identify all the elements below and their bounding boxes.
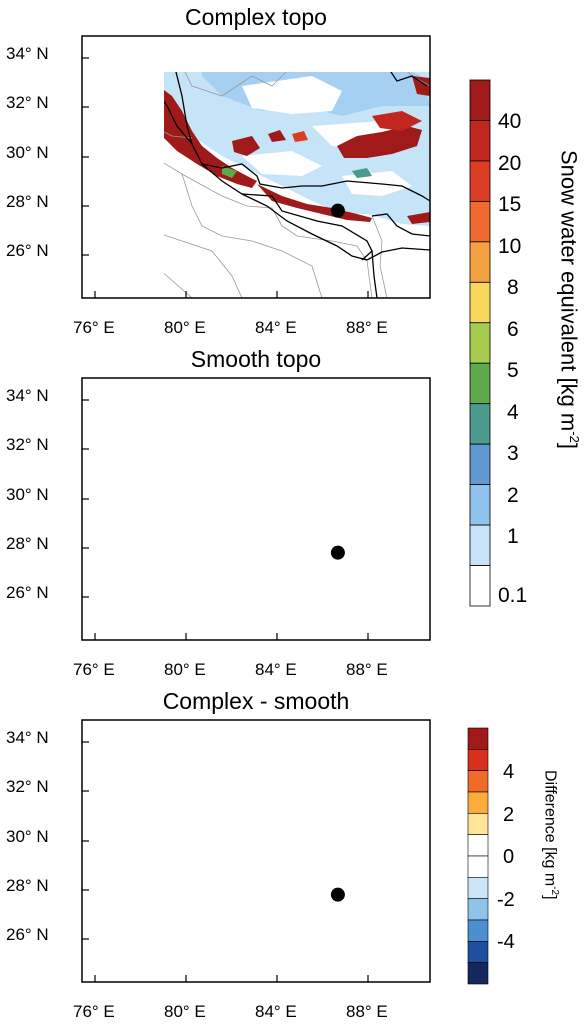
swe-colorbar-label: 3 [507, 442, 519, 465]
lon-label: 84° E [255, 660, 297, 679]
panel-complex-topo [81, 35, 431, 299]
panel-title: Complex topo [185, 4, 327, 30]
lat-label: 32° N [6, 93, 49, 112]
difference-colorbar-swatch [467, 770, 489, 793]
swe-colorbar-label: 40 [498, 110, 522, 133]
difference-colorbar-label: 4 [503, 761, 515, 783]
panel-difference [81, 719, 431, 983]
swe-colorbar-swatch [469, 322, 491, 364]
lat-label: 30° N [6, 143, 49, 162]
lon-label: 84° E [255, 318, 297, 337]
difference-colorbar-label: 0 [503, 846, 515, 868]
map-frame [81, 377, 431, 641]
difference-colorbar-swatch [467, 834, 489, 857]
swe-colorbar-label: 4 [507, 401, 519, 424]
lon-label: 88° E [346, 318, 388, 337]
lat-label: 28° N [6, 876, 49, 895]
swe-colorbar-swatch [469, 443, 491, 486]
swe-colorbar-label: 0.1 [498, 584, 528, 607]
difference-colorbar-label: -2 [497, 889, 515, 911]
lat-label: 26° N [6, 241, 49, 260]
lat-label: 30° N [6, 485, 49, 504]
swe-colorbar-label: 5 [507, 359, 519, 382]
lon-label: 80° E [164, 660, 206, 679]
swe-colorbar-swatch [469, 484, 491, 526]
station-marker [330, 545, 345, 560]
lat-label: 34° N [6, 728, 49, 747]
lon-label: 80° E [164, 1002, 206, 1021]
lat-label: 34° N [6, 386, 49, 405]
lat-label: 26° N [6, 583, 49, 602]
difference-colorbar-swatch [467, 941, 489, 963]
lat-label: 28° N [6, 192, 49, 211]
difference-colorbar-label: -4 [497, 931, 515, 953]
swe-colorbar-swatch [469, 241, 491, 283]
lon-label: 88° E [346, 660, 388, 679]
swe-colorbar-swatch [469, 403, 491, 445]
difference-colorbar-swatch [467, 962, 489, 985]
swe-colorbar-label: 15 [498, 193, 522, 216]
difference-colorbar-swatch [467, 919, 489, 942]
lon-label: 76° E [73, 660, 115, 679]
swe-colorbar-label: 20 [498, 152, 522, 175]
swe-colorbar-swatch [469, 281, 491, 324]
swe-colorbar-label: 6 [507, 318, 519, 341]
lon-label: 80° E [164, 318, 206, 337]
difference-colorbar-swatch [467, 791, 489, 814]
lat-label: 32° N [6, 777, 49, 796]
lat-label: 30° N [6, 827, 49, 846]
panel-title: Complex - smooth [162, 688, 350, 714]
swe-colorbar-label: 1 [507, 525, 519, 548]
swe-colorbar-label: 10 [498, 235, 522, 258]
map-frame [81, 719, 431, 983]
swe-colorbar-swatch [469, 160, 491, 202]
swe-colorbar [469, 79, 491, 607]
difference-colorbar-swatch [467, 898, 489, 921]
swe-colorbar-swatch [469, 362, 491, 405]
difference-colorbar-swatch [467, 727, 489, 750]
difference-colorbar-swatch [467, 855, 489, 878]
lat-label: 32° N [6, 435, 49, 454]
difference-colorbar-swatch [467, 749, 489, 771]
lon-label: 84° E [255, 1002, 297, 1021]
station-marker [330, 887, 345, 902]
lon-label: 76° E [73, 1002, 115, 1021]
swe-colorbar-label: 2 [507, 484, 519, 507]
difference-colorbar-swatch [467, 813, 489, 835]
swe-colorbar-swatch [469, 79, 491, 121]
difference-colorbar-label: 2 [503, 804, 515, 826]
map-frame [81, 35, 431, 299]
station-marker [330, 203, 345, 218]
swe-colorbar-swatch [469, 120, 491, 162]
lon-label: 76° E [73, 318, 115, 337]
panel-title: Smooth topo [190, 346, 322, 372]
lat-label: 26° N [6, 925, 49, 944]
swe-colorbar-swatch [469, 200, 491, 243]
station-markers [330, 203, 345, 902]
swe-colorbar-swatch [469, 565, 491, 607]
swe-colorbar-label: 8 [507, 276, 519, 299]
lat-label: 34° N [6, 44, 49, 63]
swe-colorbar-title: Snow water equivalent [kg m-2] [556, 150, 582, 449]
lat-label: 28° N [6, 534, 49, 553]
swe-colorbar-swatch [469, 524, 491, 566]
panel-smooth-topo [81, 377, 431, 641]
difference-colorbar-swatch [467, 877, 489, 899]
lon-label: 88° E [346, 1002, 388, 1021]
difference-colorbar [467, 727, 489, 985]
difference-colorbar-title: Difference [kg m-2] [541, 770, 560, 900]
